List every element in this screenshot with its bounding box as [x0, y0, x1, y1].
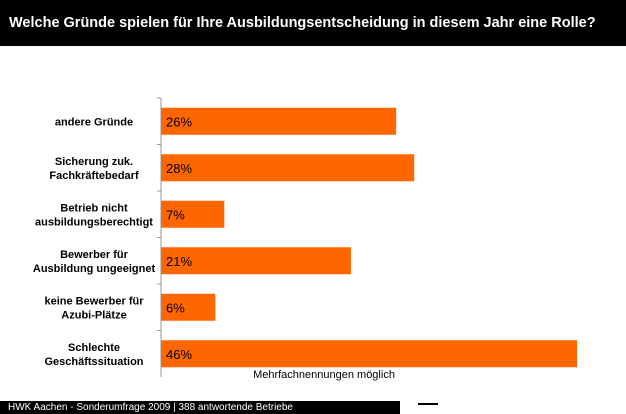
- bar-2: [161, 154, 415, 182]
- bar-6: [161, 340, 577, 368]
- bar-value-label-2: 28%: [166, 161, 192, 176]
- footer-dash: [418, 403, 438, 405]
- bar-4: [161, 247, 351, 275]
- category-label-line: Geschäftssituation: [44, 356, 143, 368]
- category-label-line: Fachkräftebedarf: [49, 170, 139, 182]
- category-label-6: Schlechte Geschäftssituation: [44, 342, 143, 368]
- category-label-line: Bewerber für: [60, 249, 129, 261]
- category-label-3: Betrieb nicht ausbildungsberechtigt: [35, 202, 153, 228]
- category-label-line: andere Gründe: [55, 116, 133, 128]
- category-label-line: Ausbildung ungeeignet: [33, 263, 156, 275]
- bar-value-label-4: 21%: [166, 254, 192, 269]
- bar-1: [161, 107, 397, 135]
- bar-value-label-1: 26%: [166, 114, 192, 129]
- bar-5: [161, 293, 216, 321]
- category-label-1: andere Gründe: [55, 116, 133, 128]
- bar-3: [161, 200, 225, 228]
- category-label-line: Sicherung zuk.: [55, 156, 133, 168]
- chart-note: Mehrfachnennungen möglich: [253, 369, 395, 381]
- category-label-line: Azubi-Plätze: [61, 309, 126, 321]
- category-label-5: keine Bewerber für Azubi-Plätze: [44, 295, 144, 321]
- category-label-line: Betrieb nicht: [60, 202, 128, 214]
- footer-source: HWK Aachen - Sonderumfrage 2009 | 388 an…: [0, 401, 400, 414]
- bar-value-label-6: 46%: [166, 347, 192, 362]
- bar-value-label-3: 7%: [166, 207, 185, 222]
- chart-title: Welche Gründe spielen für Ihre Ausbildun…: [0, 0, 626, 46]
- category-label-line: Schlechte: [68, 342, 120, 354]
- bar-value-label-5: 6%: [166, 300, 185, 315]
- category-label-line: ausbildungsberechtigt: [35, 216, 153, 228]
- category-label-2: Sicherung zuk. Fachkräftebedarf: [49, 156, 139, 182]
- category-label-4: Bewerber für Ausbildung ungeeignet: [33, 249, 156, 275]
- category-label-line: keine Bewerber für: [44, 295, 144, 307]
